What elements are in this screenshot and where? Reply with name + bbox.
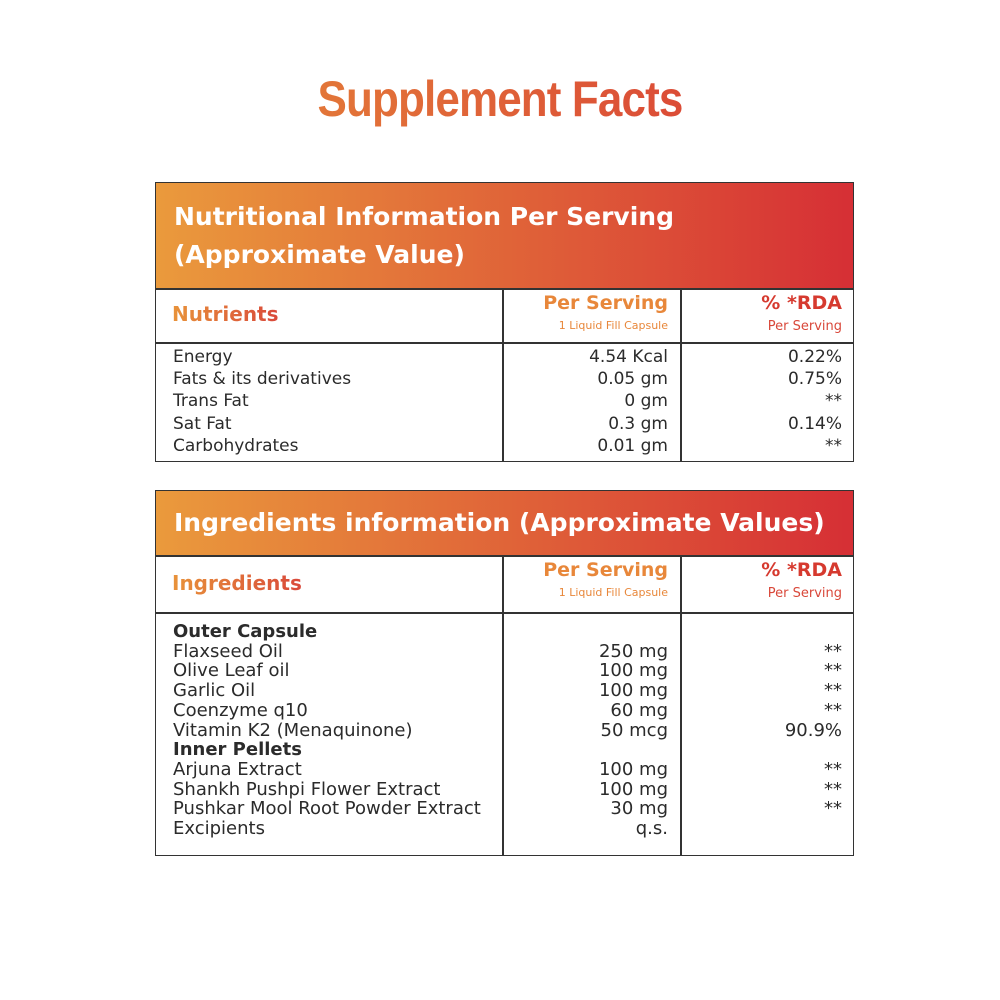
row-name: Arjuna Extract [173,758,302,780]
row-name: Excipients [173,818,265,839]
page-title: Supplement Facts [60,70,940,128]
row-rda: 90.9% [784,719,842,741]
row-rda: ** [824,660,842,682]
row-per-serving: 0 gm [624,391,668,412]
row-rda: 0.75% [787,369,842,390]
divider [156,342,853,344]
column-note: Per Serving [767,319,842,334]
row-rda: ** [824,699,842,721]
row-name: Olive Leaf oil [173,660,290,682]
table-title: Nutritional Information Per Serving [174,201,674,231]
table-title: (Approximate Value) [174,239,465,269]
row-name: Shankh Pushpi Flower Extract [173,778,441,800]
divider [156,612,853,614]
row-name: Fats & its derivatives [173,369,352,390]
table: Ingredients information (Approximate Val… [155,490,854,856]
row-per-serving: 100 mg [598,680,668,702]
column-header: Nutrients [172,302,279,326]
row-rda: ** [824,798,842,820]
row-rda: 0.22% [787,347,842,367]
section-heading: Inner Pellets [173,739,302,761]
row-name: Energy [173,347,233,367]
table-header: Ingredients information (Approximate Val… [156,491,853,555]
divider [680,288,682,461]
row-rda: ** [825,435,842,456]
row-per-serving: 0.01 gm [597,435,668,456]
table-title: Ingredients information (Approximate Val… [174,508,825,537]
table-header: Nutritional Information Per Serving (Appr… [156,183,853,288]
row-rda: ** [825,391,842,412]
row-per-serving: 50 mcg [600,719,668,741]
divider [502,288,504,461]
row-per-serving: 60 mg [610,699,668,721]
row-name: Vitamin K2 (Menaquinone) [173,719,413,741]
divider [502,555,504,855]
column-note: 1 Liquid Fill Capsule [558,319,668,332]
row-name: Sat Fat [173,413,232,434]
row-name: Garlic Oil [173,680,256,702]
row-rda: ** [824,778,842,800]
row-per-serving: 30 mg [610,798,668,820]
row-per-serving: 100 mg [598,660,668,682]
row-per-serving: 250 mg [598,640,668,662]
row-name: Trans Fat [173,391,249,412]
divider [156,288,853,290]
column-header: % *RDA [761,559,842,581]
row-rda: ** [824,758,842,780]
column-header: Ingredients [172,570,302,595]
row-name: Pushkar Mool Root Powder Extract [173,798,481,820]
row-per-serving: 0.05 gm [597,369,668,390]
row-per-serving: 4.54 Kcal [589,347,668,367]
column-note: Per Serving [767,586,842,601]
row-name: Flaxseed Oil [173,640,283,662]
row-per-serving: 100 mg [598,778,668,800]
row-name: Coenzyme q10 [173,699,308,721]
table: Nutritional Information Per Serving (Appr… [155,182,854,462]
row-name: Carbohydrates [173,435,299,456]
row-per-serving: q.s. [635,818,668,839]
row-per-serving: 0.3 gm [608,413,668,434]
row-rda: ** [824,640,842,662]
column-note: 1 Liquid Fill Capsule [558,586,668,599]
column-header: Per Serving [543,292,668,314]
row-rda: ** [824,680,842,702]
section-heading: Outer Capsule [173,621,318,642]
column-header: % *RDA [761,292,842,314]
row-rda: 0.14% [787,413,842,434]
divider [680,555,682,855]
column-header: Per Serving [543,559,668,581]
divider [156,555,853,557]
row-per-serving: 100 mg [598,758,668,780]
